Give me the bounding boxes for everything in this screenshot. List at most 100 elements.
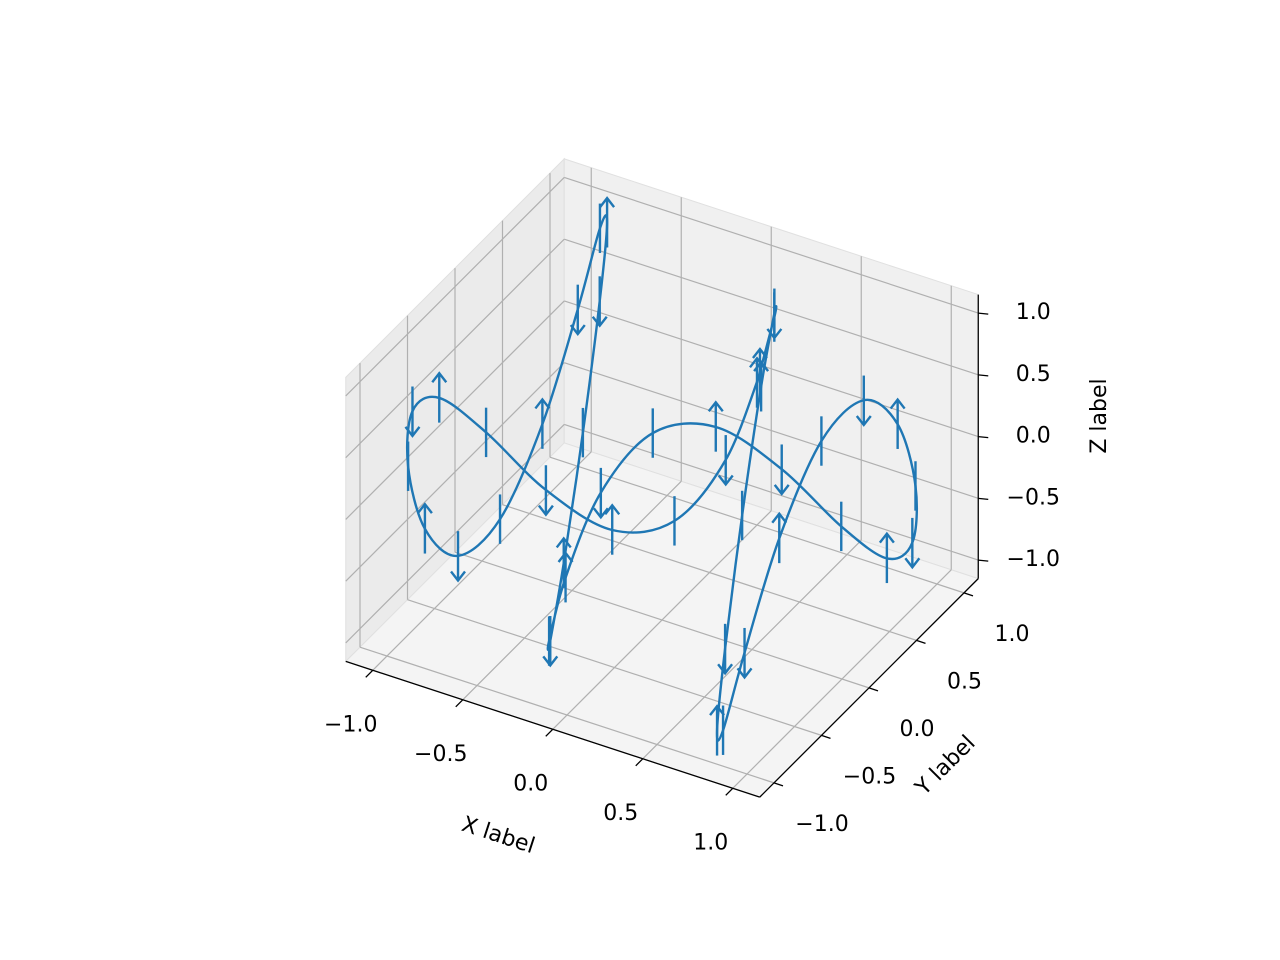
x-tick bbox=[365, 669, 374, 678]
grid-line bbox=[345, 300, 565, 520]
limit-arrow-up bbox=[752, 347, 768, 359]
limit-arrow-up bbox=[534, 397, 551, 410]
y-tick bbox=[963, 592, 974, 597]
z-tick-label: 0.5 bbox=[1016, 362, 1051, 387]
limit-arrow-up bbox=[889, 397, 906, 410]
error-bar bbox=[717, 623, 734, 676]
error-bar bbox=[904, 517, 921, 570]
grid-line bbox=[564, 300, 979, 438]
z-axis-label: Z label bbox=[1087, 378, 1112, 453]
error-bar bbox=[604, 503, 621, 555]
grid-line bbox=[502, 504, 917, 641]
z-tick-label: −1.0 bbox=[1007, 547, 1060, 572]
error-bar bbox=[736, 627, 753, 680]
x-tick bbox=[455, 699, 464, 708]
limit-arrow-down bbox=[717, 663, 734, 676]
error-bar bbox=[591, 276, 608, 328]
error-bar bbox=[599, 196, 616, 248]
x-tick-label: 1.0 bbox=[693, 830, 728, 855]
error-bar bbox=[404, 386, 421, 438]
error-bar bbox=[537, 465, 554, 517]
limit-arrow-up bbox=[707, 400, 724, 413]
error-bar bbox=[555, 536, 572, 588]
error-bar bbox=[709, 704, 726, 756]
y-tick bbox=[821, 734, 831, 739]
limit-arrow-up bbox=[431, 371, 448, 383]
y-tick bbox=[868, 687, 879, 692]
y-tick bbox=[773, 782, 784, 787]
limit-arrow-down bbox=[736, 667, 753, 680]
limit-arrow-up bbox=[878, 531, 895, 544]
error-bar bbox=[569, 284, 586, 337]
y-tick-label: 0.5 bbox=[947, 669, 982, 694]
x-tick-label: 0.0 bbox=[513, 771, 548, 796]
z-tick-label: −0.5 bbox=[1007, 485, 1060, 510]
x-tick-label: 0.5 bbox=[603, 801, 638, 826]
limit-arrow-down bbox=[542, 655, 559, 668]
x-tick-label: −0.5 bbox=[414, 742, 467, 767]
x-tick bbox=[635, 758, 644, 767]
limit-arrow-down bbox=[537, 504, 554, 517]
z-tick bbox=[978, 312, 989, 315]
marks bbox=[404, 196, 921, 756]
limit-arrow-down bbox=[766, 328, 783, 340]
grid-line bbox=[359, 646, 775, 784]
y-tick bbox=[916, 639, 926, 644]
error-bar bbox=[542, 615, 559, 668]
limit-arrow-up bbox=[416, 502, 433, 514]
error-bar bbox=[534, 397, 551, 449]
y-tick-label: 1.0 bbox=[995, 622, 1030, 647]
grid-line bbox=[454, 551, 870, 689]
grid-line bbox=[407, 599, 822, 736]
error-bar bbox=[450, 531, 466, 583]
x-tick bbox=[725, 787, 734, 796]
grid-line bbox=[345, 362, 565, 582]
x-axis-label: X label bbox=[458, 812, 537, 859]
grid-line bbox=[549, 456, 965, 594]
limit-arrow-down bbox=[591, 315, 608, 328]
limit-arrow-down bbox=[569, 324, 586, 337]
z-tick bbox=[978, 374, 989, 377]
error-bar bbox=[889, 397, 906, 449]
grid-line bbox=[564, 423, 979, 561]
error-bar bbox=[752, 347, 768, 399]
limit-arrow-up bbox=[771, 511, 788, 524]
z-tick bbox=[978, 497, 989, 500]
x-tick-label: −1.0 bbox=[324, 712, 377, 737]
grid-line bbox=[345, 176, 565, 397]
z-tick-label: 1.0 bbox=[1016, 300, 1051, 325]
panes bbox=[344, 157, 980, 798]
grid-line bbox=[345, 238, 565, 459]
y-tick-label: −0.5 bbox=[843, 764, 896, 789]
grid bbox=[345, 167, 979, 789]
limit-arrow-up bbox=[709, 704, 726, 716]
limit-arrow-down bbox=[904, 557, 921, 570]
z-tick bbox=[978, 559, 989, 562]
error-bar bbox=[707, 400, 724, 452]
limit-arrow-up bbox=[557, 551, 574, 563]
error-bar bbox=[431, 371, 448, 423]
error-bar bbox=[766, 288, 783, 340]
limit-arrow-down bbox=[592, 507, 609, 520]
y-tick-label: 0.0 bbox=[900, 717, 935, 742]
grid-line bbox=[564, 238, 979, 376]
z-tick-label: 0.0 bbox=[1016, 424, 1051, 449]
limit-arrow-down bbox=[855, 415, 872, 427]
error-bar bbox=[592, 467, 609, 520]
limit-arrow-up bbox=[555, 536, 572, 549]
error-bar bbox=[878, 531, 895, 584]
error-bar bbox=[717, 435, 734, 487]
y-tick-label: −1.0 bbox=[795, 812, 848, 837]
limit-arrow-down bbox=[404, 426, 421, 438]
x-tick bbox=[545, 728, 554, 737]
error-bar bbox=[557, 551, 574, 603]
axes: −1.0−0.50.00.51.0−1.0−0.50.00.51.0−1.0−0… bbox=[324, 294, 1060, 855]
z-tick bbox=[978, 435, 989, 439]
limit-arrow-down bbox=[773, 484, 790, 496]
limit-arrow-up bbox=[604, 503, 621, 516]
limit-arrow-down bbox=[717, 474, 734, 487]
limit-arrow-down bbox=[450, 570, 466, 583]
error-bar bbox=[773, 444, 790, 496]
limit-arrow-up bbox=[599, 196, 616, 208]
